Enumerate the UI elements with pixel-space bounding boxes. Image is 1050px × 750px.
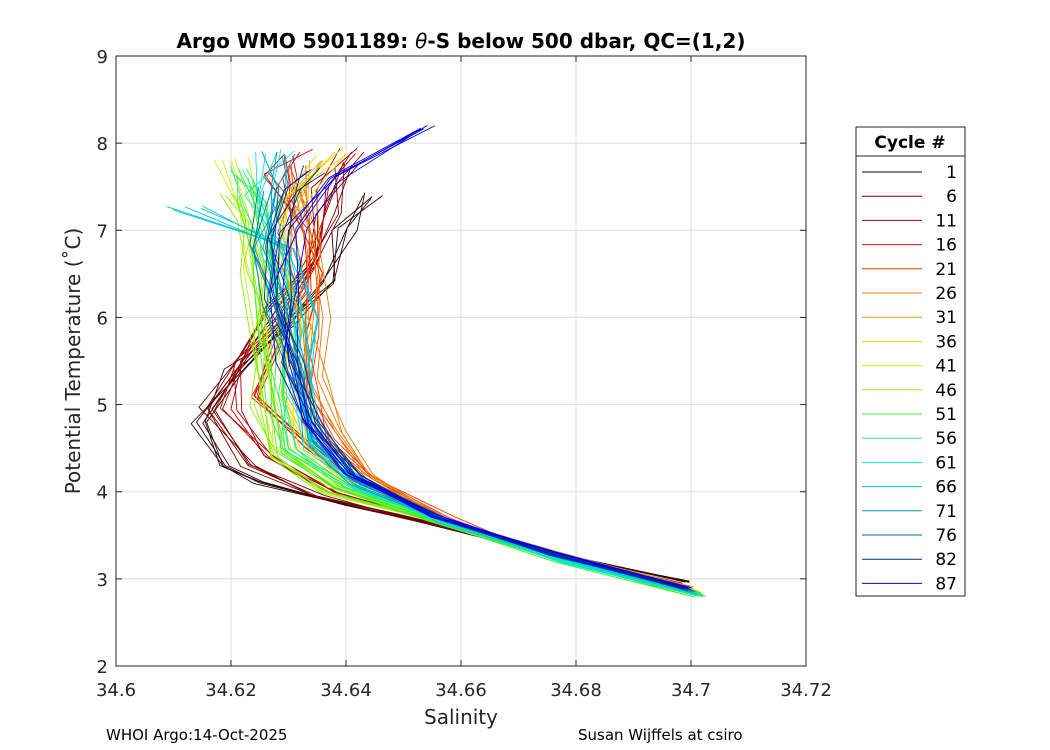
legend-label-21: 21 [935, 260, 957, 280]
series-layer [166, 125, 707, 598]
x-tick-label: 34.68 [550, 680, 602, 701]
legend-label-76: 76 [935, 526, 957, 546]
legend-label-61: 61 [935, 453, 957, 473]
footer-left: WHOI Argo:14-Oct-2025 [106, 726, 288, 744]
legend-label-56: 56 [935, 429, 957, 449]
y-tick-label: 2 [97, 657, 108, 678]
y-axis-label: Potential Temperature (˚C) [61, 228, 85, 495]
footer-right: Susan Wijffels at csiro [578, 726, 743, 744]
chart-title: Argo WMO 5901189: θ-S below 500 dbar, QC… [177, 29, 746, 53]
profile-line-cycle-51 [236, 175, 695, 598]
legend-label-41: 41 [935, 357, 957, 377]
legend-label-6: 6 [946, 187, 957, 207]
profile-line-cycle-56 [245, 168, 707, 597]
legend-box [855, 126, 966, 597]
profile-line-cycle-66 [166, 206, 702, 594]
y-tick-label: 5 [97, 396, 108, 417]
axis-ticks: 34.6 34.62 34.64 34.66 34.68 34.7 34.72 2 3 4 5 6 7 8… [96, 47, 832, 701]
title-theta: θ [415, 29, 427, 53]
y-tick-label: 8 [97, 134, 108, 155]
profile-line-cycle-87 [281, 125, 687, 588]
x-axis-label: Salinity [424, 705, 498, 729]
legend-label-36: 36 [935, 332, 957, 352]
legend-label-87: 87 [935, 574, 957, 594]
x-tick-label: 34.6 [96, 680, 136, 701]
plot-area: 34.6 34.62 34.64 34.66 34.68 34.7 34.72 2 3 4 5 6 7 8… [96, 47, 832, 701]
x-tick-label: 34.66 [435, 680, 487, 701]
legend-label-26: 26 [935, 284, 957, 304]
profile-line-cycle-82 [276, 167, 685, 590]
profile-line-cycle-82 [263, 170, 685, 590]
y-tick-label: 9 [97, 47, 108, 68]
title-suffix: -S below 500 dbar, QC=(1,2) [427, 29, 745, 53]
y-tick-label: 4 [97, 483, 108, 504]
grid-lines [116, 56, 806, 666]
x-tick-label: 34.7 [671, 680, 711, 701]
legend-label-71: 71 [935, 502, 957, 522]
legend-title: Cycle # [874, 133, 945, 153]
legend: Cycle # 16111621263136414651566166717682… [855, 126, 966, 597]
legend-label-16: 16 [935, 236, 957, 256]
x-tick-label: 34.72 [780, 680, 832, 701]
y-tick-label: 6 [97, 308, 108, 329]
profile-line-cycle-87 [295, 128, 685, 589]
title-prefix: Argo WMO 5901189: [177, 29, 416, 53]
legend-label-46: 46 [935, 381, 957, 401]
y-tick-label: 7 [97, 221, 108, 242]
legend-label-1: 1 [946, 163, 957, 183]
legend-label-66: 66 [935, 478, 957, 498]
legend-label-51: 51 [935, 405, 957, 425]
y-tick-label: 3 [97, 570, 108, 591]
legend-label-31: 31 [935, 308, 957, 328]
legend-label-11: 11 [935, 211, 957, 231]
x-tick-label: 34.64 [320, 680, 372, 701]
legend-label-82: 82 [935, 550, 957, 570]
x-tick-label: 34.62 [205, 680, 257, 701]
